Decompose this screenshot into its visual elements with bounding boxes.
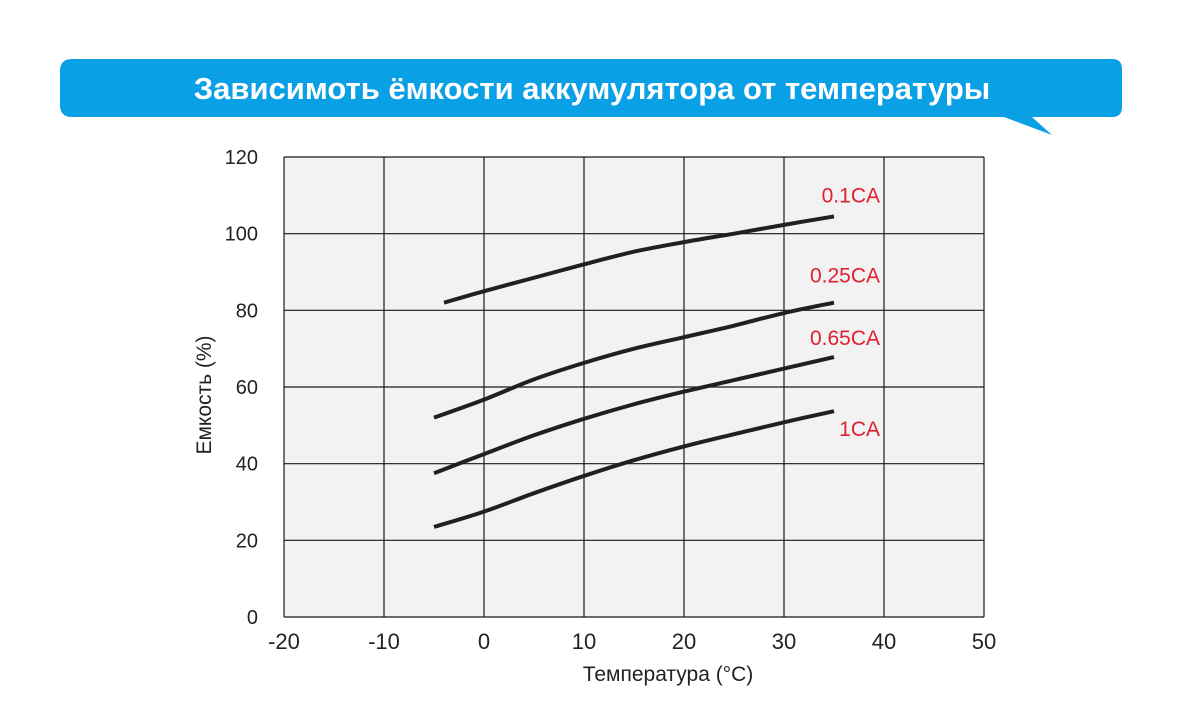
series-line bbox=[433, 355, 835, 476]
x-tick-label: 30 bbox=[772, 629, 796, 654]
x-tick-label: 0 bbox=[478, 629, 490, 654]
series-label: 0.65CA bbox=[810, 327, 880, 350]
series-labels: 0.1CA 0.25CA 0.65CA 1CA bbox=[810, 184, 880, 441]
title-banner-background bbox=[60, 59, 1122, 135]
series-label: 0.1CA bbox=[822, 184, 880, 207]
series-label: 1CA bbox=[839, 418, 880, 441]
series-line bbox=[443, 214, 835, 305]
series-line bbox=[433, 409, 835, 529]
series-line bbox=[433, 300, 835, 420]
chart-title: Зависимоть ёмкости аккумулятора от темпе… bbox=[194, 71, 991, 106]
y-tick-label: 100 bbox=[225, 224, 258, 246]
y-axis-title: Емкость (%) bbox=[193, 335, 216, 454]
y-tick-label: 120 bbox=[225, 147, 258, 169]
title-banner: Зависимоть ёмкости аккумулятора от темпе… bbox=[60, 59, 1122, 135]
x-tick-label: 50 bbox=[972, 629, 996, 654]
y-tick-label: 20 bbox=[236, 530, 258, 552]
y-tick-label: 80 bbox=[236, 300, 258, 322]
x-tick-label: -20 bbox=[268, 629, 300, 654]
series-label: 0.25CA bbox=[810, 265, 880, 288]
x-tick-label: 10 bbox=[572, 629, 596, 654]
series-curves bbox=[433, 214, 835, 529]
x-tick-label: -10 bbox=[368, 629, 400, 654]
grid bbox=[283, 156, 985, 618]
x-tick-label: 20 bbox=[672, 629, 696, 654]
y-tick-label: 40 bbox=[236, 454, 258, 476]
y-tick-label: 60 bbox=[236, 377, 258, 399]
x-tick-label: 40 bbox=[872, 629, 896, 654]
tick-labels: -20 -10 0 10 20 30 40 50 0 20 40 60 80 100 120 bbox=[225, 147, 997, 654]
x-axis-title: Температура (°C) bbox=[583, 663, 754, 686]
y-tick-label: 0 bbox=[247, 607, 258, 629]
